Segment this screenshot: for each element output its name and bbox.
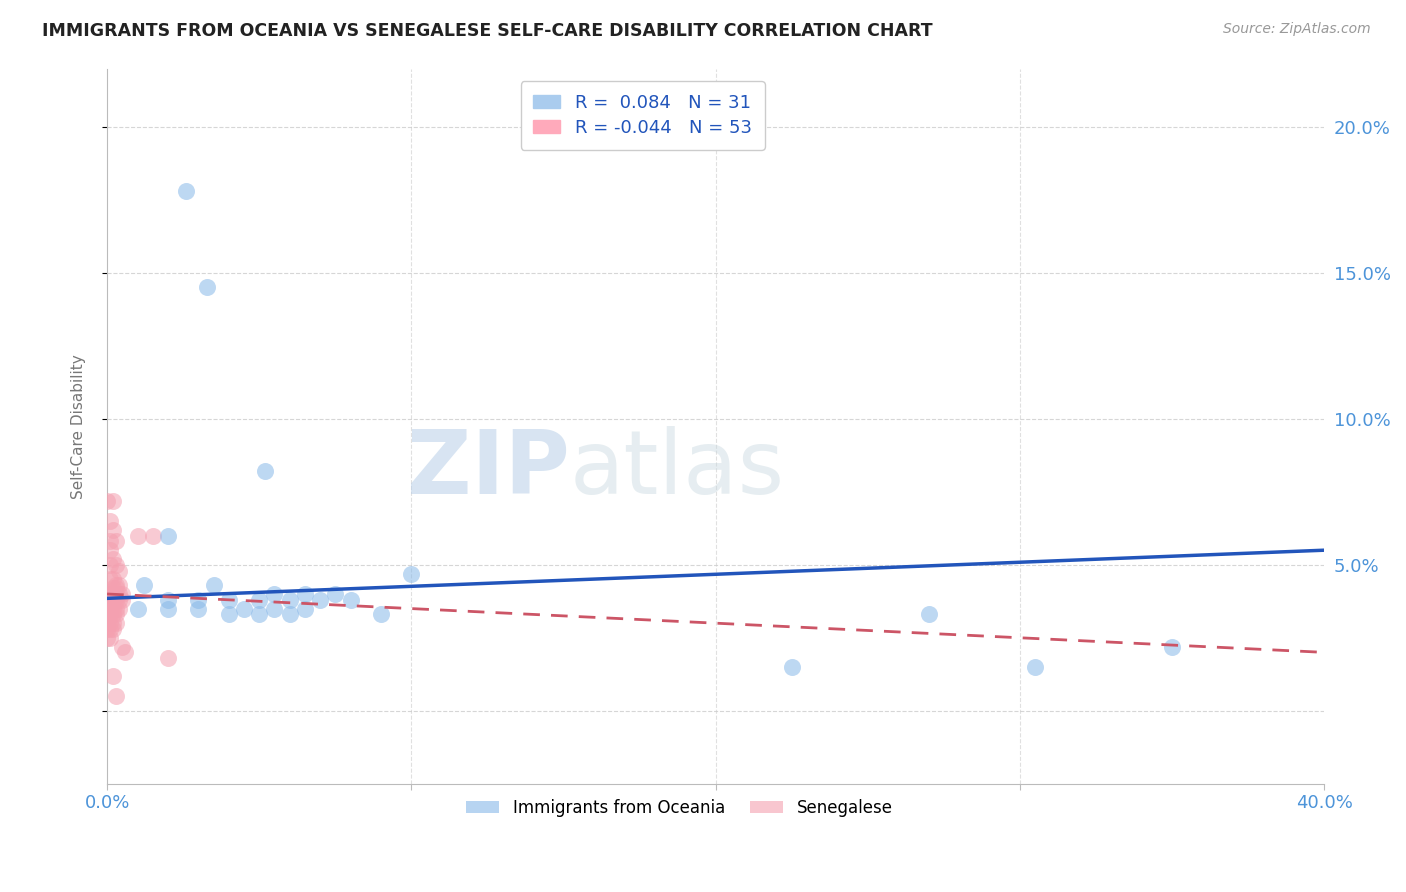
Point <box>111 587 134 601</box>
Point <box>98 514 121 528</box>
Point <box>105 616 128 631</box>
Point <box>202 578 225 592</box>
Point <box>263 587 285 601</box>
Point <box>105 607 128 622</box>
Point <box>278 592 301 607</box>
Point <box>780 660 803 674</box>
Point <box>218 592 240 607</box>
Point <box>127 528 149 542</box>
Point <box>132 578 155 592</box>
Point <box>98 558 121 572</box>
Y-axis label: Self-Care Disability: Self-Care Disability <box>72 354 86 499</box>
Point <box>96 493 118 508</box>
Point <box>114 645 136 659</box>
Point <box>105 558 128 572</box>
Point <box>401 566 423 581</box>
Point <box>98 573 121 587</box>
Point <box>174 184 197 198</box>
Point <box>187 601 209 615</box>
Point <box>98 543 121 558</box>
Point <box>111 640 134 654</box>
Point <box>187 592 209 607</box>
Point <box>101 523 124 537</box>
Point <box>101 581 124 595</box>
Point <box>105 581 128 595</box>
Text: ZIP: ZIP <box>406 425 569 513</box>
Point <box>101 669 124 683</box>
Point <box>156 592 179 607</box>
Point <box>101 616 124 631</box>
Point <box>108 564 131 578</box>
Point <box>105 689 128 703</box>
Point <box>1161 640 1184 654</box>
Point <box>96 631 118 645</box>
Point <box>156 651 179 665</box>
Point <box>105 534 128 549</box>
Point <box>108 587 131 601</box>
Point <box>218 607 240 622</box>
Point <box>108 578 131 592</box>
Point <box>254 464 277 478</box>
Point <box>96 607 118 622</box>
Point <box>247 607 270 622</box>
Point <box>370 607 392 622</box>
Point <box>142 528 165 542</box>
Point <box>105 587 128 601</box>
Point <box>98 616 121 631</box>
Text: IMMIGRANTS FROM OCEANIA VS SENEGALESE SELF-CARE DISABILITY CORRELATION CHART: IMMIGRANTS FROM OCEANIA VS SENEGALESE SE… <box>42 22 932 40</box>
Point <box>101 573 124 587</box>
Point <box>309 592 332 607</box>
Point <box>98 607 121 622</box>
Point <box>96 601 118 615</box>
Point <box>108 601 131 615</box>
Point <box>96 616 118 631</box>
Point <box>233 601 256 615</box>
Point <box>101 552 124 566</box>
Point <box>156 601 179 615</box>
Point <box>105 592 128 607</box>
Point <box>105 601 128 615</box>
Point <box>101 607 124 622</box>
Point <box>1024 660 1046 674</box>
Point <box>98 601 121 615</box>
Point <box>98 592 121 607</box>
Point <box>98 631 121 645</box>
Point <box>278 607 301 622</box>
Point <box>101 592 124 607</box>
Point <box>101 493 124 508</box>
Point <box>263 601 285 615</box>
Point <box>156 528 179 542</box>
Point <box>294 587 316 601</box>
Text: Source: ZipAtlas.com: Source: ZipAtlas.com <box>1223 22 1371 37</box>
Point <box>111 592 134 607</box>
Point <box>96 587 118 601</box>
Point <box>98 587 121 601</box>
Point <box>197 280 219 294</box>
Point <box>247 592 270 607</box>
Point <box>101 601 124 615</box>
Point <box>101 622 124 636</box>
Point <box>96 622 118 636</box>
Legend: Immigrants from Oceania, Senegalese: Immigrants from Oceania, Senegalese <box>457 791 901 825</box>
Point <box>105 578 128 592</box>
Text: atlas: atlas <box>569 425 785 513</box>
Point <box>339 592 361 607</box>
Point <box>127 601 149 615</box>
Point <box>98 534 121 549</box>
Point <box>98 622 121 636</box>
Point <box>294 601 316 615</box>
Point <box>101 587 124 601</box>
Point <box>918 607 941 622</box>
Point <box>323 587 346 601</box>
Point <box>108 592 131 607</box>
